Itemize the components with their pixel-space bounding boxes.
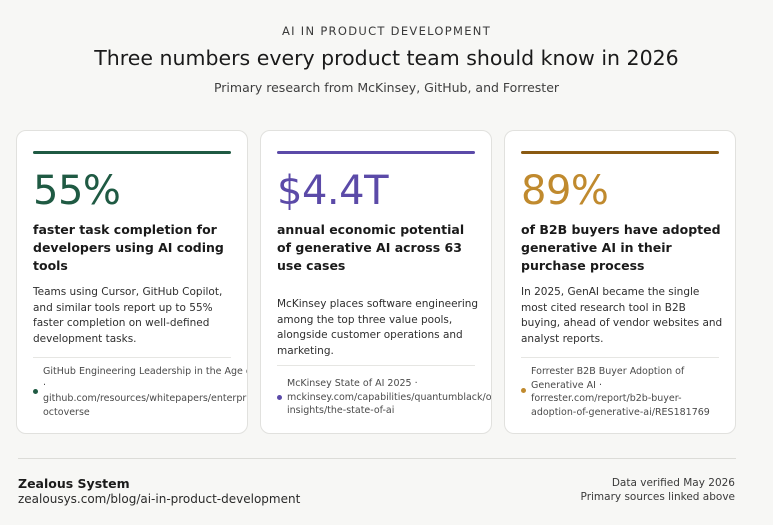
card-divider xyxy=(33,357,231,358)
stat-value: 89% xyxy=(521,168,609,214)
stat-headline: annual economic potential of generative … xyxy=(277,222,465,273)
brand-name: Zealous System xyxy=(18,476,130,491)
stat-card-github: 55% faster task completion for developer… xyxy=(16,130,248,434)
bullet-dot xyxy=(521,388,526,393)
accent-bar xyxy=(33,151,231,154)
page-subtitle: Primary research from McKinsey, GitHub, … xyxy=(213,80,560,95)
bullet-dot xyxy=(277,395,282,400)
stat-card-mckinsey: $4.4T annual economic potential of gener… xyxy=(260,130,492,434)
bullet-dot xyxy=(33,389,38,394)
footer-divider xyxy=(18,458,736,459)
stat-body: Teams using Cursor, GitHub Copilot, and … xyxy=(33,286,223,345)
stat-headline: faster task completion for developers us… xyxy=(33,222,224,273)
stat-value: 55% xyxy=(33,168,121,214)
card-divider xyxy=(277,365,475,366)
source-link[interactable]: McKinsey State of AI 2025 · mckinsey.com… xyxy=(277,377,491,418)
accent-bar xyxy=(521,151,719,154)
page-title: Three numbers every product team should … xyxy=(94,46,679,70)
card-divider xyxy=(521,357,719,358)
stat-headline: of B2B buyers have adopted generative AI… xyxy=(521,222,721,273)
stat-body: In 2025, GenAI became the single most ci… xyxy=(521,286,723,345)
verified-note: Data verified May 2026 xyxy=(611,477,735,489)
eyebrow: AI IN PRODUCT DEVELOPMENT xyxy=(281,24,492,38)
stat-body: McKinsey places software engineering amo… xyxy=(277,298,479,357)
primary-sources-note: Primary sources linked above xyxy=(580,491,735,503)
stat-value: $4.4T xyxy=(277,168,389,214)
stat-card-forrester: 89% of B2B buyers have adopted generativ… xyxy=(504,130,736,434)
accent-bar xyxy=(277,151,475,154)
source-link[interactable]: GitHub Engineering Leadership in the Age… xyxy=(33,365,247,419)
brand-url-link[interactable]: zealousys.com/blog/ai-in-product-develop… xyxy=(18,492,301,506)
source-link[interactable]: Forrester B2B Buyer Adoption of Generati… xyxy=(521,365,735,419)
